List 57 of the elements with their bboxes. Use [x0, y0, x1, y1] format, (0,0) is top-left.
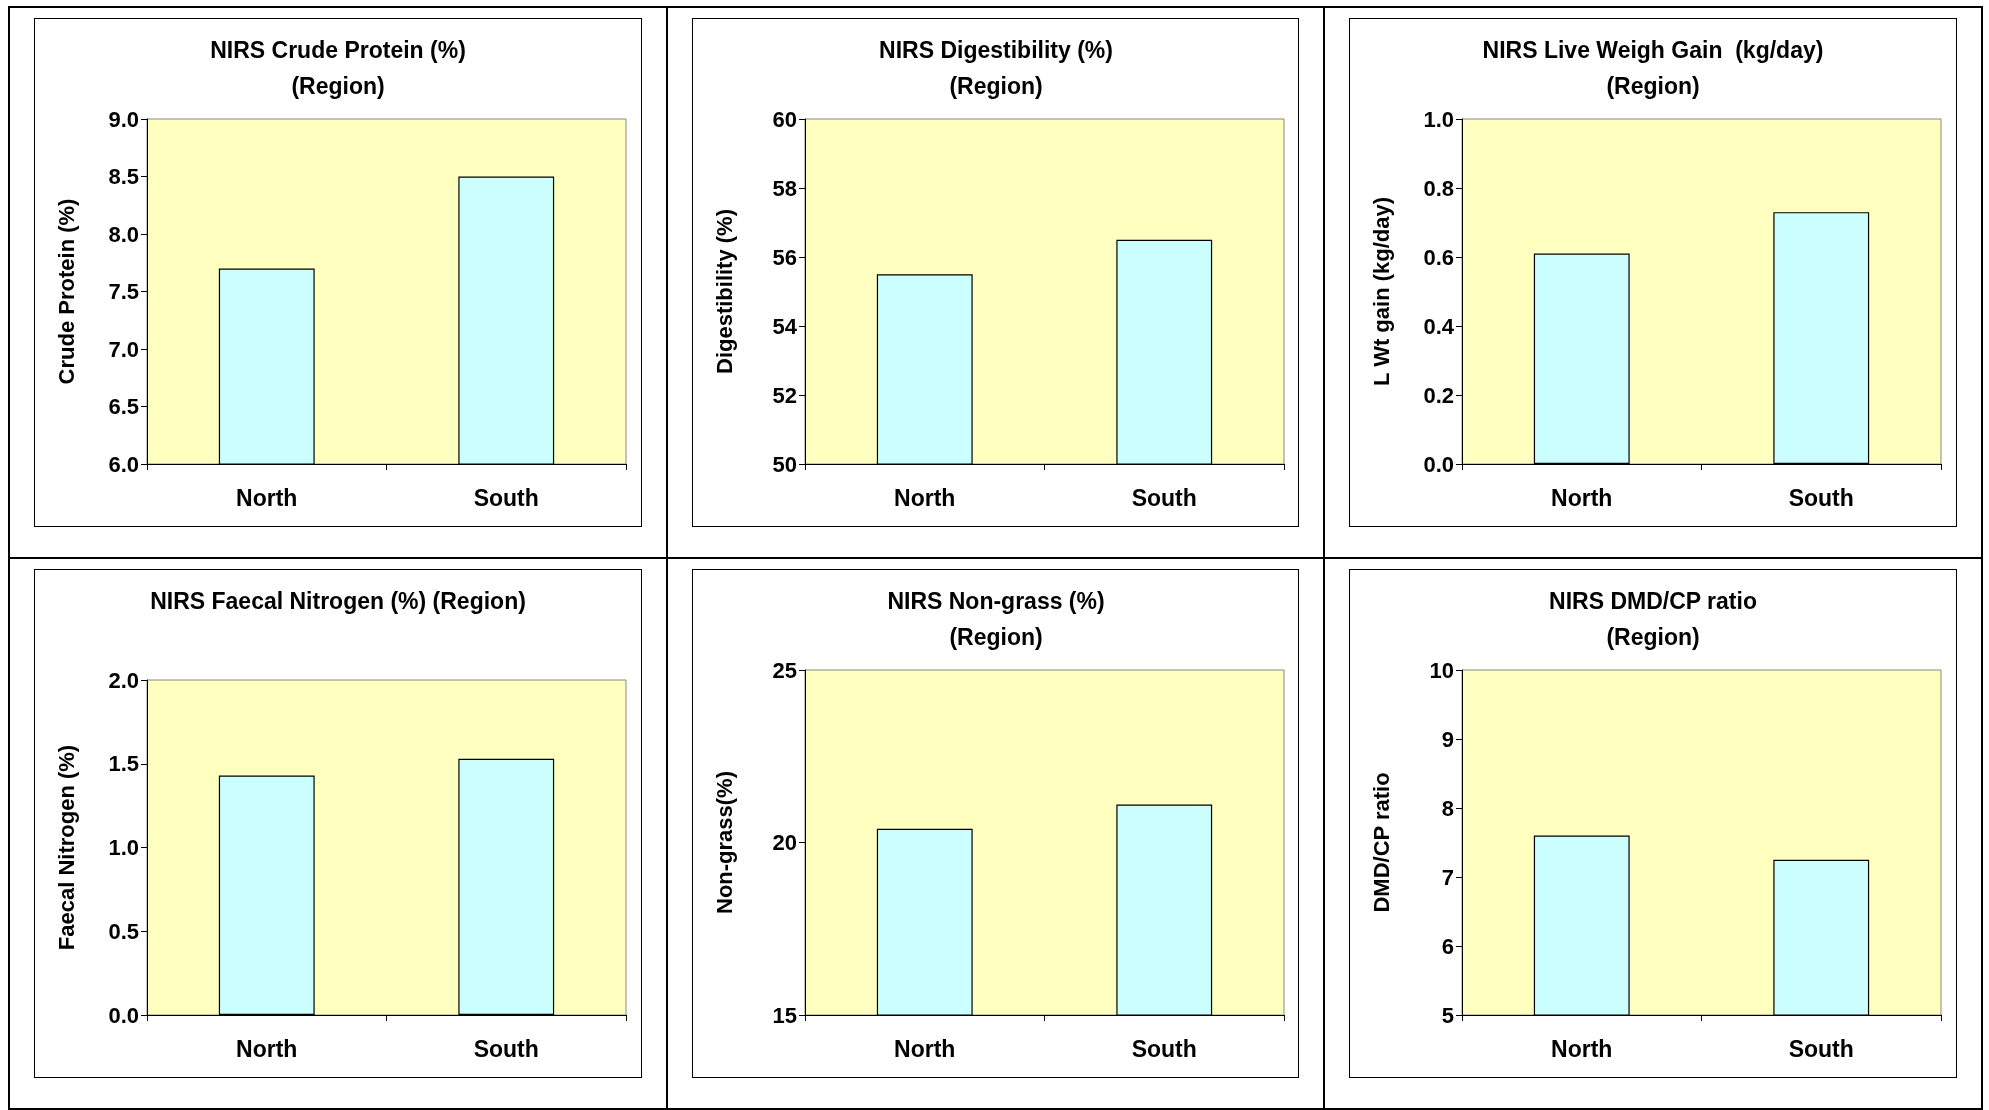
- y-tick-label: 1.0: [108, 835, 139, 860]
- y-axis-title: DMD/CP ratio: [1368, 772, 1394, 913]
- y-tick-label: 50: [772, 451, 797, 477]
- y-tick-label: 1.5: [108, 751, 139, 777]
- y-tick-label: 0.8: [1423, 175, 1455, 201]
- y-tick-label: 6: [1442, 933, 1455, 959]
- y-axis-title: Crude Protein (%): [53, 198, 79, 385]
- y-tick-label: 6.0: [108, 451, 139, 477]
- y-axis-title: L Wt gain (kg/day): [1368, 196, 1394, 387]
- chart-title: NIRS Digestibility (%) (Region): [878, 37, 1113, 99]
- x-tick-label: North: [893, 484, 956, 511]
- y-tick-label: 52: [772, 382, 797, 408]
- y-tick-label: 20: [772, 830, 797, 855]
- y-tick-label: 60: [772, 106, 797, 132]
- y-tick-label: 2.0: [108, 667, 139, 693]
- y-tick-label: 15: [772, 1002, 797, 1028]
- y-axis-title: Non-grass(%): [711, 770, 737, 915]
- y-tick-label: 54: [772, 313, 798, 339]
- chart-title: NIRS Faecal Nitrogen (%) (Region): [150, 588, 526, 614]
- y-tick-label: 8.5: [108, 164, 139, 189]
- y-tick-label: 0.5: [108, 918, 139, 944]
- y-tick-label: 7: [1442, 864, 1455, 890]
- y-tick-label: 0.4: [1423, 313, 1456, 339]
- y-tick-label: 25: [772, 657, 797, 683]
- x-tick-label: North: [236, 484, 298, 511]
- y-tick-label: 7.0: [108, 336, 139, 362]
- y-axis-title: Faecal Nitrogen (%): [53, 744, 79, 951]
- y-tick-label: 7.5: [108, 279, 139, 304]
- y-tick-label: 0.0: [1423, 451, 1455, 477]
- y-tick-label: 56: [772, 244, 797, 270]
- x-tick-label: North: [893, 1035, 956, 1062]
- chart-title: NIRS Crude Protein (%) (Region): [210, 37, 466, 99]
- x-tick-label: South: [473, 1035, 539, 1062]
- y-tick-label: 5: [1442, 1002, 1455, 1028]
- y-tick-label: 0.6: [1423, 244, 1455, 270]
- x-tick-label: North: [1551, 484, 1613, 511]
- y-axis-title: Digestibility (%): [711, 208, 737, 375]
- chart-title: NIRS Live Weigh Gain (kg/day) (Region): [1482, 37, 1824, 99]
- y-tick-label: 9: [1442, 726, 1455, 752]
- chart-title: NIRS Non-grass (%) (Region): [887, 588, 1105, 650]
- x-tick-label: South: [1789, 484, 1855, 511]
- chart-title: NIRS DMD/CP ratio (Region): [1549, 588, 1758, 650]
- y-tick-label: 0.2: [1423, 382, 1455, 408]
- y-tick-label: 6.5: [108, 394, 139, 419]
- y-tick-label: 0.0: [108, 1002, 139, 1028]
- x-tick-label: North: [1551, 1035, 1613, 1062]
- x-tick-label: South: [1789, 1035, 1855, 1062]
- x-tick-label: South: [1131, 1035, 1197, 1062]
- y-tick-label: 1.0: [1423, 106, 1455, 132]
- x-tick-label: South: [1131, 484, 1197, 511]
- y-tick-label: 8.0: [108, 221, 139, 247]
- x-tick-label: South: [473, 484, 539, 511]
- x-tick-label: North: [236, 1035, 298, 1062]
- y-tick-label: 58: [772, 175, 797, 201]
- y-tick-label: 8: [1442, 795, 1455, 821]
- y-tick-label: 10: [1429, 657, 1455, 683]
- y-tick-label: 9.0: [108, 106, 139, 132]
